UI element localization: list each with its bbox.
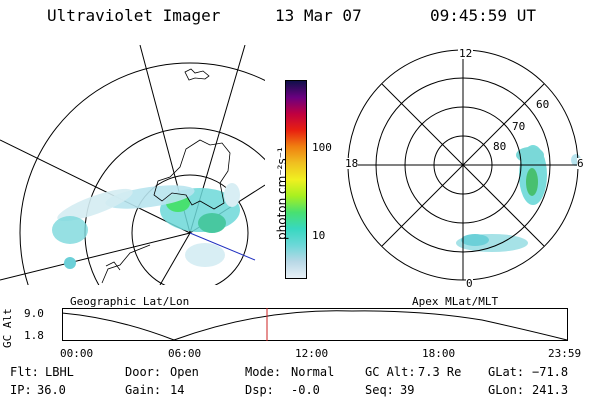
mlat-label-60: 60 xyxy=(536,98,550,111)
mode-value: Normal xyxy=(291,365,335,379)
geographic-map-label: Geographic Lat/Lon xyxy=(70,295,190,308)
alt-tick-1-8: 1.8 xyxy=(24,329,44,342)
colorbar-unit-label: photon cm⁻²s⁻¹ xyxy=(275,147,289,240)
observation-date: 13 Mar 07 xyxy=(275,6,362,25)
door-value: Open xyxy=(170,365,199,379)
polar-mlt-plot xyxy=(347,49,581,281)
apex-map-label: Apex MLat/MLT xyxy=(412,295,499,308)
mlt-label-6: 6 xyxy=(577,157,584,170)
seq-label: Seq: xyxy=(365,383,394,397)
gain-label: Gain: xyxy=(125,383,162,397)
door-label: Door: xyxy=(125,365,162,379)
mlat-label-70: 70 xyxy=(512,120,526,133)
colorbar-tick-100: 100 xyxy=(312,141,332,154)
glon-label: GLon: xyxy=(488,383,525,397)
mlt-label-0: 0 xyxy=(466,277,473,290)
flt-label: Flt: xyxy=(10,365,39,379)
time-tick-2: 12:00 xyxy=(295,347,329,360)
altitude-plot xyxy=(62,308,568,341)
dsp-value: -0.0 xyxy=(291,383,320,397)
geographic-map xyxy=(0,45,265,285)
mlt-label-12: 12 xyxy=(458,47,474,60)
aurora-emission-right xyxy=(456,145,581,252)
colorbar xyxy=(285,80,307,279)
mlt-label-18: 18 xyxy=(345,157,359,170)
coastline xyxy=(101,68,231,284)
ip-value: 36.0 xyxy=(37,383,66,397)
glat-label: GLat: xyxy=(488,365,525,379)
mode-label: Mode: xyxy=(245,365,282,379)
gc-alt-label: GC Alt: xyxy=(365,365,416,379)
gain-value: 14 xyxy=(170,383,185,397)
glat-value: −71.8 xyxy=(532,365,569,379)
dsp-label: Dsp: xyxy=(245,383,274,397)
time-tick-4: 23:59 xyxy=(548,347,582,360)
gc-alt-value: 7.3 Re xyxy=(418,365,462,379)
seq-value: 39 xyxy=(400,383,415,397)
time-tick-1: 06:00 xyxy=(168,347,202,360)
colorbar-tick-10: 10 xyxy=(312,229,326,242)
gc-alt-axis-label: GC Alt xyxy=(1,308,14,348)
glon-value: 241.3 xyxy=(532,383,569,397)
satellite-track xyxy=(189,232,256,261)
observation-time: 09:45:59 UT xyxy=(430,6,536,25)
aurora-emission-left xyxy=(52,183,240,269)
time-tick-3: 18:00 xyxy=(422,347,456,360)
flt-value: LBHL xyxy=(45,365,74,379)
ip-label: IP: xyxy=(10,383,32,397)
mlat-label-80: 80 xyxy=(493,140,507,153)
time-tick-0: 00:00 xyxy=(60,347,94,360)
alt-tick-9: 9.0 xyxy=(24,307,44,320)
instrument-title: Ultraviolet Imager xyxy=(47,6,221,25)
